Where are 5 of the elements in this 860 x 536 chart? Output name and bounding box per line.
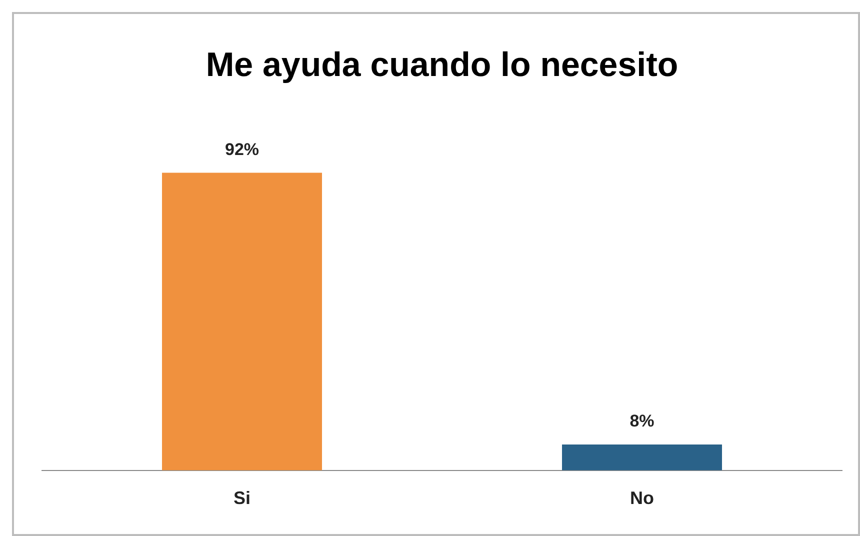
x-tick-label: No: [630, 488, 654, 508]
data-label: 8%: [630, 412, 654, 431]
chart-title: Me ayuda cuando lo necesito: [206, 46, 678, 84]
data-label: 92%: [224, 140, 260, 159]
x-tick-label: Si: [233, 488, 251, 508]
